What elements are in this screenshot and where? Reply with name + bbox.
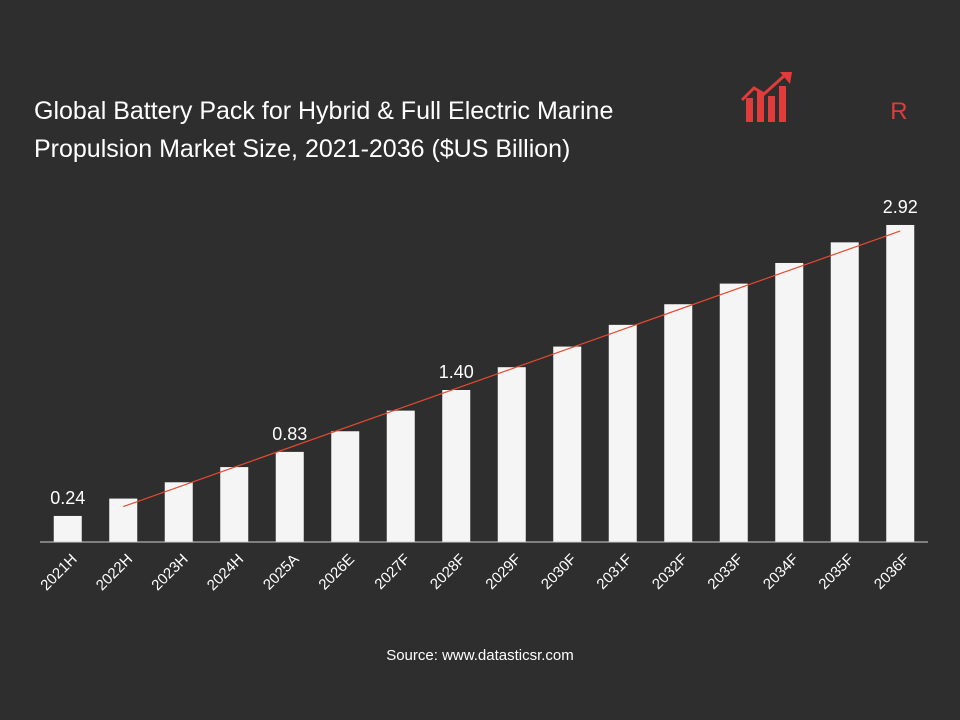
logo-suffix: R <box>890 98 908 125</box>
trendline <box>123 230 901 508</box>
x-tick-label: 2030F <box>538 551 580 593</box>
datasticsr-logo: DatasticsR <box>740 70 920 130</box>
bar-2023H <box>164 482 193 542</box>
x-tick-label: 2035F <box>815 551 857 593</box>
data-label: 1.40 <box>439 362 474 382</box>
chart-title: Global Battery Pack for Hybrid & Full El… <box>34 97 614 163</box>
x-tick-label: 2026E <box>315 551 358 594</box>
x-tick-label: 2033F <box>704 551 746 593</box>
logo-name: Datastics <box>796 98 891 125</box>
bar-2036F <box>886 224 915 542</box>
data-label: 2.92 <box>883 197 918 217</box>
bar-2032F <box>664 304 693 542</box>
rising-chart-logo-icon <box>740 72 792 122</box>
x-tick-label: 2023H <box>148 551 191 594</box>
bar-2021H <box>53 515 82 542</box>
logo-wordmark: DatasticsR <box>796 98 908 126</box>
x-tick-label: 2025A <box>260 551 303 594</box>
bar-2025A <box>275 451 304 542</box>
bar-2022H <box>109 498 138 542</box>
x-tick-label: 2022H <box>93 551 136 594</box>
bar-2033F <box>719 283 748 542</box>
x-tick-label: 2027F <box>371 551 413 593</box>
bar-chart: 2021H 2022H 2023H 2024H 2025A 2026E 2027F 2028F… <box>37 197 928 594</box>
data-label: 0.83 <box>272 424 307 444</box>
x-tick-label: 2024H <box>204 551 247 594</box>
bar-2028F <box>442 390 471 542</box>
bar-2034F <box>775 262 804 542</box>
x-tick-label: 2029F <box>482 551 524 593</box>
bar-2031F <box>608 324 637 542</box>
x-tick-label: 2032F <box>649 551 691 593</box>
bar-2035F <box>830 242 859 543</box>
x-tick-label: 2021H <box>37 551 80 594</box>
x-tick-label: 2031F <box>593 551 635 593</box>
x-tick-label: 2036F <box>871 551 913 593</box>
data-label: 0.24 <box>50 488 85 508</box>
bar-2024H <box>220 467 249 542</box>
x-tick-label: 2028F <box>427 551 469 593</box>
source-note: Source: www.datasticsr.com <box>386 647 574 664</box>
bar-2027F <box>386 410 415 542</box>
bar-2026E <box>331 431 360 542</box>
bar-2030F <box>553 346 582 542</box>
bar-2029F <box>497 367 526 542</box>
x-tick-label: 2034F <box>760 551 802 593</box>
